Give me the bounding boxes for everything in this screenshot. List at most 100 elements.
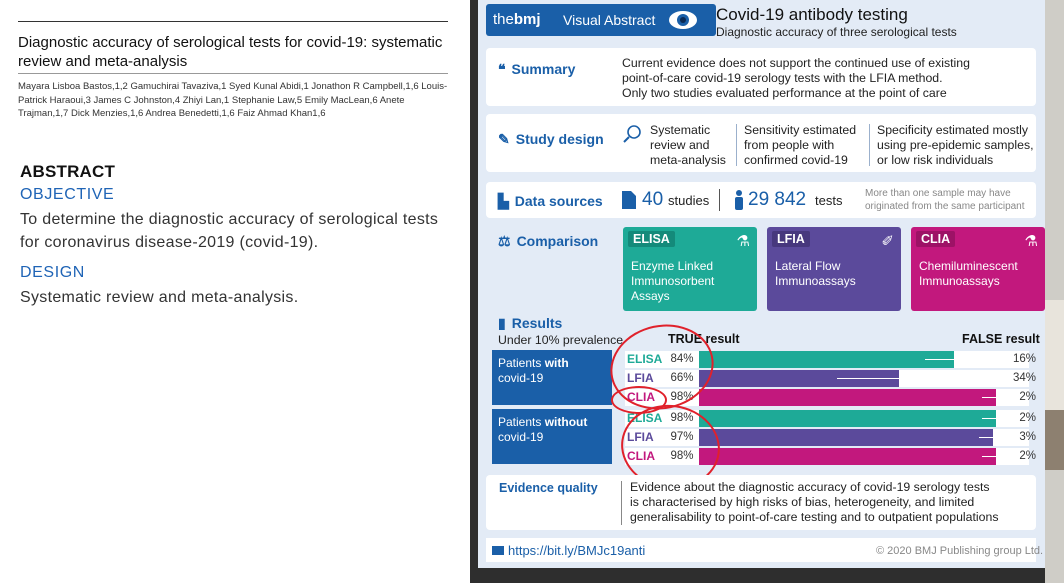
result-row-elisa: ELISA 84% 16% bbox=[625, 351, 1036, 368]
result-row-lfia: LFIA 66% 34% bbox=[625, 370, 1036, 387]
divider bbox=[736, 124, 737, 166]
summary-panel: ❝ Summary Current evidence does not suppo… bbox=[486, 48, 1036, 106]
studies-label: studies bbox=[668, 193, 710, 208]
true-percent: 98% bbox=[667, 410, 697, 427]
test-label: LFIA bbox=[627, 430, 654, 444]
design-heading: DESIGN bbox=[20, 264, 85, 281]
test-label: LFIA bbox=[627, 371, 654, 385]
pencil-note-icon: ✎ bbox=[498, 131, 510, 147]
clia-description: Chemiluminescent Immunoassays bbox=[919, 259, 1018, 288]
comparison-heading: ⚖ Comparison bbox=[498, 233, 599, 249]
true-percent: 97% bbox=[667, 429, 697, 446]
test-label: ELISA bbox=[627, 352, 663, 366]
design-text: Systematic review and meta-analysis. bbox=[20, 289, 299, 306]
evidence-heading: Evidence quality bbox=[499, 481, 598, 495]
bmj-visual-abstract-banner: thebmj Visual Abstract bbox=[486, 4, 716, 36]
person-icon bbox=[735, 190, 743, 210]
paper-page: Diagnostic accuracy of serological tests… bbox=[0, 0, 470, 583]
results-heading: ▮ Results bbox=[498, 315, 563, 331]
test-label: CLIA bbox=[627, 449, 655, 463]
documents-icon: ▙ bbox=[498, 193, 509, 209]
false-percent: 34% bbox=[1012, 372, 1036, 384]
evidence-panel: Evidence quality Evidence about the diag… bbox=[486, 475, 1036, 530]
studies-count: 40 bbox=[642, 189, 664, 210]
bmj-logo: thebmj bbox=[493, 11, 541, 28]
title-rule bbox=[18, 21, 448, 22]
true-result-bar bbox=[699, 351, 954, 368]
elisa-card: ELISA ⚗ Enzyme Linked Immunosorbent Assa… bbox=[623, 227, 757, 311]
data-sources-note: More than one sample may have originated… bbox=[865, 188, 1025, 212]
background-strip bbox=[1045, 300, 1064, 410]
summary-heading: ❝ Summary bbox=[498, 61, 576, 77]
va-subtitle: Diagnostic accuracy of three serological… bbox=[716, 25, 957, 39]
without-covid-group: Patients without covid-19 bbox=[492, 409, 612, 464]
clia-card: CLIA ⚗ Chemiluminescent Immunoassays bbox=[911, 227, 1045, 311]
true-result-bar bbox=[699, 410, 996, 427]
short-link[interactable]: https://bit.ly/BMJc19anti bbox=[492, 543, 645, 558]
magnifier-icon bbox=[623, 125, 641, 143]
data-sources-heading: ▙ Data sources bbox=[498, 193, 603, 209]
footer bbox=[486, 538, 1036, 562]
study-design-heading: ✎ Study design bbox=[498, 131, 604, 147]
elisa-tag: ELISA bbox=[628, 231, 675, 247]
result-row-clia: CLIA 98% 2% bbox=[625, 448, 1036, 465]
lfia-card: LFIA ✐ Lateral Flow Immunoassays bbox=[767, 227, 901, 311]
design-col-specificity: Specificity estimated mostly using pre-e… bbox=[877, 123, 1034, 167]
test-label: ELISA bbox=[627, 411, 663, 425]
link-icon bbox=[492, 546, 504, 555]
test-strip-icon: ✐ bbox=[881, 233, 894, 250]
clia-tag: CLIA bbox=[916, 231, 956, 247]
divider bbox=[719, 189, 720, 211]
lfia-description: Lateral Flow Immunoassays bbox=[775, 259, 856, 288]
summary-text: Current evidence does not support the co… bbox=[622, 56, 970, 100]
true-result-bar bbox=[699, 429, 993, 446]
divider bbox=[869, 124, 870, 166]
true-result-bar bbox=[699, 448, 996, 465]
result-row-elisa: ELISA 98% 2% bbox=[625, 410, 1036, 427]
document-icon bbox=[622, 191, 636, 209]
divider bbox=[621, 481, 622, 525]
true-percent: 66% bbox=[667, 370, 697, 387]
false-percent: 2% bbox=[1019, 391, 1036, 403]
false-percent: 2% bbox=[1019, 412, 1036, 424]
va-title: Covid-19 antibody testing bbox=[716, 5, 908, 24]
prevalence-note: Under 10% prevalence bbox=[498, 333, 624, 347]
false-percent: 2% bbox=[1019, 450, 1036, 462]
abstract-heading: ABSTRACT bbox=[20, 162, 116, 181]
background-strip bbox=[1045, 410, 1064, 470]
false-percent: 3% bbox=[1019, 431, 1036, 443]
design-col-sensitivity: Sensitivity estimated from people with c… bbox=[744, 123, 857, 167]
bar-chart-icon: ▮ bbox=[498, 315, 506, 331]
visual-abstract: thebmj Visual Abstract Covid-19 antibody… bbox=[478, 0, 1045, 568]
confidence-interval bbox=[837, 378, 937, 379]
author-list: Mayara Lisboa Bastos,1,2 Gamuchirai Tava… bbox=[18, 81, 448, 119]
true-percent: 98% bbox=[667, 448, 697, 465]
annotation-circle bbox=[611, 386, 667, 414]
result-row-lfia: LFIA 97% 3% bbox=[625, 429, 1036, 446]
paper-title: Diagnostic accuracy of serological tests… bbox=[18, 33, 448, 74]
with-covid-group: Patients with covid-19 bbox=[492, 350, 612, 405]
true-result-label: TRUE result bbox=[668, 332, 740, 346]
true-result-bar bbox=[699, 370, 899, 387]
objective-heading: OBJECTIVE bbox=[20, 186, 115, 203]
lfia-tag: LFIA bbox=[772, 231, 810, 247]
confidence-interval bbox=[979, 437, 1002, 438]
true-percent: 98% bbox=[667, 389, 697, 406]
background-strip bbox=[1045, 0, 1064, 583]
quote-icon: ❝ bbox=[498, 61, 506, 77]
design-col-method: Systematic review and meta-analysis bbox=[650, 123, 726, 167]
true-percent: 84% bbox=[667, 351, 697, 368]
false-result-label: FALSE result bbox=[962, 332, 1040, 346]
elisa-description: Enzyme Linked Immunosorbent Assays bbox=[631, 259, 715, 303]
confidence-interval bbox=[982, 397, 1005, 398]
data-sources-panel: ▙ Data sources 40 studies 29 842 tests Mo… bbox=[486, 182, 1036, 218]
flask-icon: ⚗ bbox=[1024, 233, 1038, 250]
true-result-bar bbox=[699, 389, 996, 406]
confidence-interval bbox=[982, 418, 1005, 419]
tests-label: tests bbox=[815, 193, 843, 208]
eye-icon bbox=[669, 11, 697, 29]
evidence-text: Evidence about the diagnostic accuracy o… bbox=[630, 480, 999, 524]
tests-count: 29 842 bbox=[748, 189, 807, 210]
confidence-interval bbox=[982, 456, 1005, 457]
objective-text: To determine the diagnostic accuracy of … bbox=[20, 211, 439, 251]
